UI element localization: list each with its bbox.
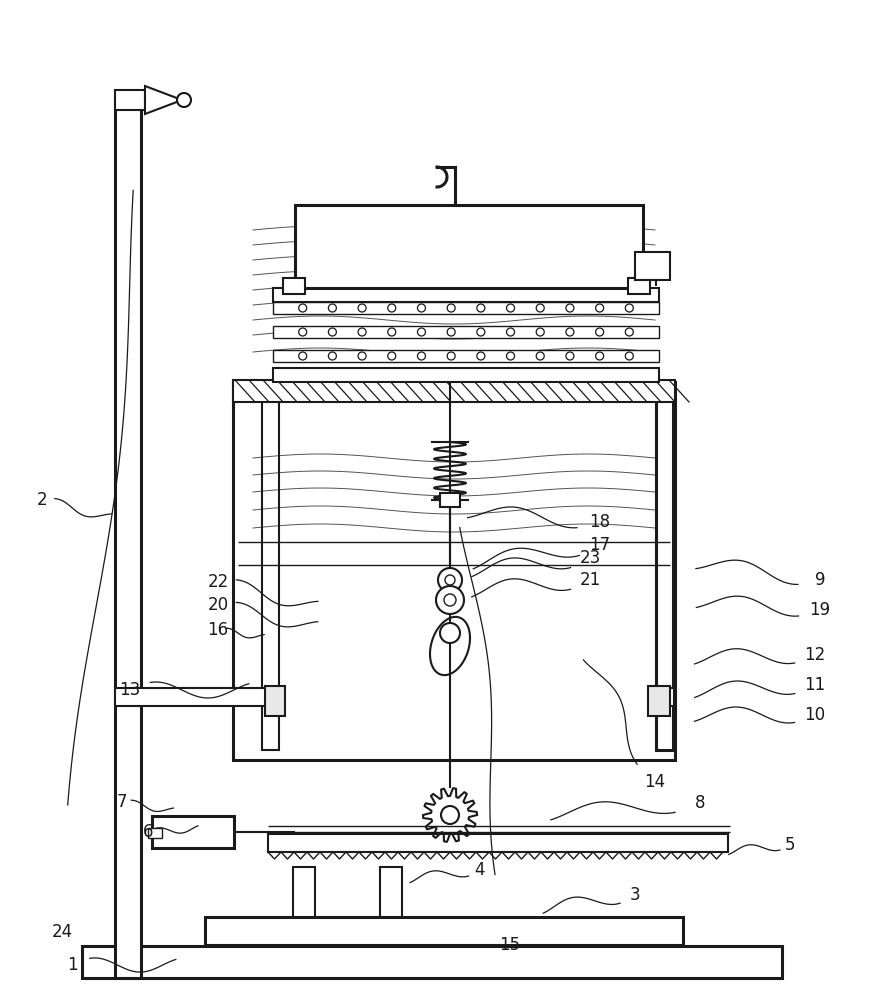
Bar xyxy=(628,278,649,294)
Circle shape xyxy=(387,304,395,312)
Circle shape xyxy=(435,586,463,614)
Bar xyxy=(655,385,672,750)
Text: 22: 22 xyxy=(207,573,228,591)
Text: 9: 9 xyxy=(814,571,824,589)
Bar xyxy=(232,380,674,402)
Bar xyxy=(265,686,284,716)
Bar xyxy=(634,252,670,280)
Circle shape xyxy=(625,304,633,312)
Text: 12: 12 xyxy=(804,646,824,664)
Circle shape xyxy=(358,352,366,360)
Circle shape xyxy=(506,328,514,336)
Polygon shape xyxy=(145,86,181,114)
Bar xyxy=(292,867,315,917)
Text: 14: 14 xyxy=(644,773,665,791)
Circle shape xyxy=(299,352,307,360)
Circle shape xyxy=(417,328,425,336)
Bar xyxy=(114,98,141,978)
Bar xyxy=(273,288,658,302)
Circle shape xyxy=(565,352,573,360)
Bar xyxy=(262,385,279,750)
Bar xyxy=(82,946,781,978)
Text: 6: 6 xyxy=(142,823,153,841)
Text: 24: 24 xyxy=(51,923,72,941)
Circle shape xyxy=(328,328,336,336)
Bar xyxy=(205,917,682,945)
Bar xyxy=(283,278,305,294)
Circle shape xyxy=(565,304,573,312)
Circle shape xyxy=(625,328,633,336)
Circle shape xyxy=(299,328,307,336)
Bar xyxy=(267,834,727,852)
Text: 11: 11 xyxy=(804,676,824,694)
Text: 2: 2 xyxy=(37,491,47,509)
Text: 17: 17 xyxy=(589,536,610,554)
Circle shape xyxy=(437,568,461,592)
Text: 13: 13 xyxy=(119,681,140,699)
Circle shape xyxy=(358,304,366,312)
Bar xyxy=(114,688,283,706)
Bar xyxy=(647,686,670,716)
Circle shape xyxy=(595,304,603,312)
Bar xyxy=(273,302,658,314)
Bar xyxy=(654,688,673,706)
Text: 10: 10 xyxy=(804,706,824,724)
Bar xyxy=(152,816,233,848)
Circle shape xyxy=(506,304,514,312)
Circle shape xyxy=(441,806,459,824)
Text: 20: 20 xyxy=(207,596,228,614)
Circle shape xyxy=(477,328,485,336)
Bar xyxy=(380,867,401,917)
Circle shape xyxy=(506,352,514,360)
Bar xyxy=(295,205,642,288)
Circle shape xyxy=(443,594,455,606)
Bar xyxy=(114,90,145,110)
Circle shape xyxy=(595,328,603,336)
Bar xyxy=(273,326,658,338)
Text: 23: 23 xyxy=(578,549,600,567)
Text: 15: 15 xyxy=(499,936,520,954)
Circle shape xyxy=(299,304,307,312)
Text: 5: 5 xyxy=(784,836,795,854)
Text: 19: 19 xyxy=(808,601,830,619)
Circle shape xyxy=(565,328,573,336)
Circle shape xyxy=(440,623,460,643)
Bar xyxy=(440,493,460,507)
Circle shape xyxy=(477,304,485,312)
Text: 8: 8 xyxy=(694,794,704,812)
Circle shape xyxy=(177,93,190,107)
Circle shape xyxy=(536,328,544,336)
Text: 16: 16 xyxy=(207,621,228,639)
Bar xyxy=(148,828,162,838)
Circle shape xyxy=(447,328,455,336)
Circle shape xyxy=(625,352,633,360)
Circle shape xyxy=(387,352,395,360)
Circle shape xyxy=(417,352,425,360)
Circle shape xyxy=(417,304,425,312)
Circle shape xyxy=(444,575,454,585)
Circle shape xyxy=(595,352,603,360)
Circle shape xyxy=(477,352,485,360)
Text: 1: 1 xyxy=(67,956,77,974)
Text: 3: 3 xyxy=(629,886,639,904)
Text: 21: 21 xyxy=(578,571,600,589)
Bar xyxy=(273,368,658,382)
Circle shape xyxy=(387,328,395,336)
Circle shape xyxy=(447,352,455,360)
Circle shape xyxy=(328,304,336,312)
Circle shape xyxy=(328,352,336,360)
Circle shape xyxy=(536,352,544,360)
Text: 4: 4 xyxy=(474,861,485,879)
Text: 7: 7 xyxy=(116,793,127,811)
Circle shape xyxy=(358,328,366,336)
Circle shape xyxy=(447,304,455,312)
Bar xyxy=(232,382,674,760)
Circle shape xyxy=(536,304,544,312)
Text: 18: 18 xyxy=(589,513,610,531)
Bar xyxy=(273,350,658,362)
